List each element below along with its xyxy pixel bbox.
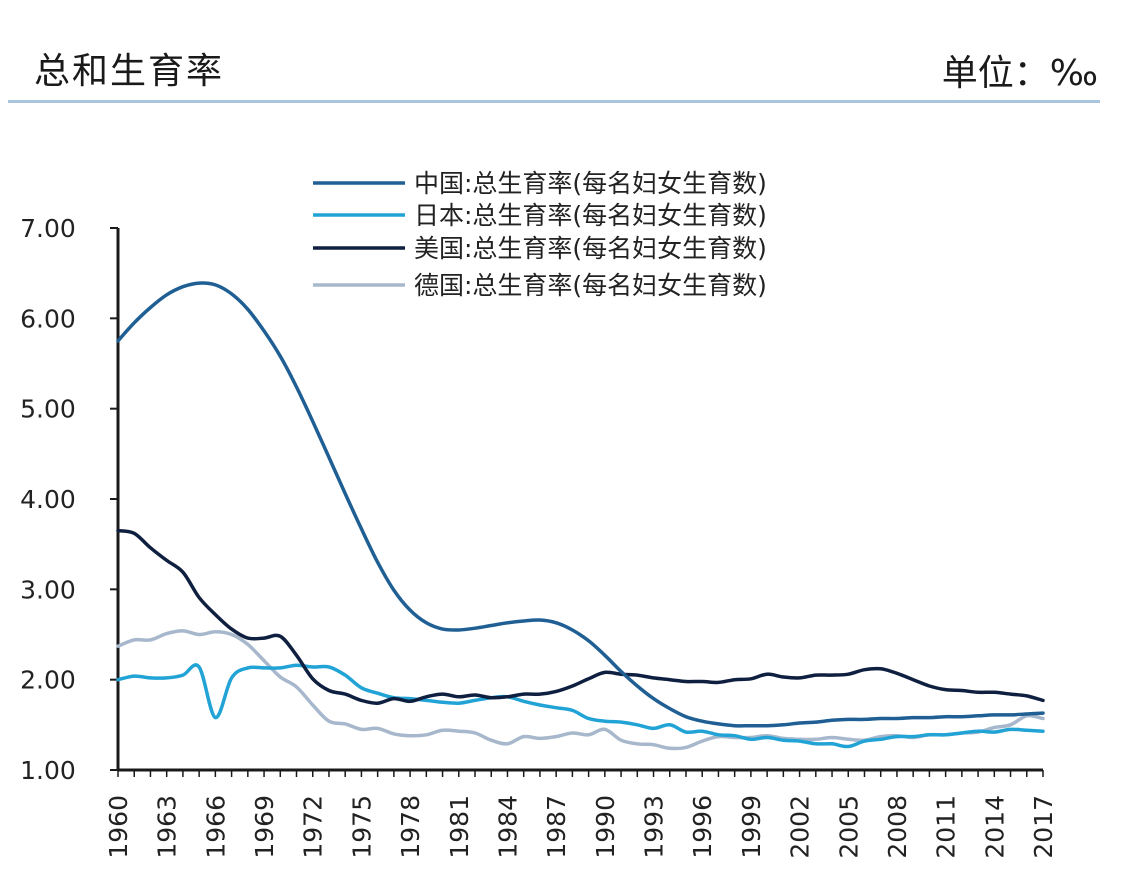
series-lines [116,281,1045,751]
y-tick-label: 3.00 [20,575,76,604]
x-tick-label: 1999 [737,795,766,859]
chart-title: 总和生育率 [34,51,225,92]
x-tick-label: 1993 [640,795,669,859]
series-line-3 [116,629,1045,751]
unit-label: 单位：‰ [941,53,1098,94]
x-tick-label: 1984 [493,795,522,859]
axes: 7.00 6.00 5.00 4.00 3.00 2.00 1.00 1960 1963 1966… [20,214,1058,859]
x-tick-label: 1972 [299,795,328,859]
x-tick-label: 1978 [396,795,425,859]
x-tick-label: 2017 [1029,795,1058,859]
legend-label: 中国:总生育率(每名妇女生育数) [414,169,767,198]
x-tick-label: 1963 [153,795,182,859]
y-tick-label: 7.00 [20,214,76,243]
x-tick-label: 1981 [445,795,474,859]
x-tick-label: 1969 [250,795,279,859]
y-tick-label: 1.00 [20,756,76,785]
series-line-2 [116,528,1045,705]
x-tick-label: 2011 [932,795,961,859]
y-tick-label: 2.00 [20,666,76,695]
x-tick-label: 2002 [786,795,815,859]
series-line-1 [116,663,1045,749]
series-line-0 [116,281,1045,728]
x-tick-label: 1987 [542,795,571,859]
x-tick-label: 1996 [688,795,717,859]
x-tick-label: 2008 [883,795,912,859]
y-tick-label: 4.00 [20,485,76,514]
x-tick-label: 1975 [347,795,376,859]
legend-label: 德国:总生育率(每名妇女生育数) [414,271,767,300]
x-tick-label: 2014 [980,795,1009,859]
legend: 中国:总生育率(每名妇女生育数) 日本:总生育率(每名妇女生育数) 美国:总生育率(… [313,169,767,300]
y-tick-label: 6.00 [20,304,76,333]
x-tick-label: 1960 [104,795,133,859]
x-tick-label: 2005 [834,795,863,859]
chart-header: 总和生育率 单位：‰ [0,0,1142,110]
y-tick-label: 5.00 [20,395,76,424]
legend-label: 美国:总生育率(每名妇女生育数) [414,234,767,263]
header-divider [8,100,1100,103]
legend-label: 日本:总生育率(每名妇女生育数) [414,201,767,230]
x-tick-label: 1966 [201,795,230,859]
x-tick-label: 1990 [591,795,620,859]
